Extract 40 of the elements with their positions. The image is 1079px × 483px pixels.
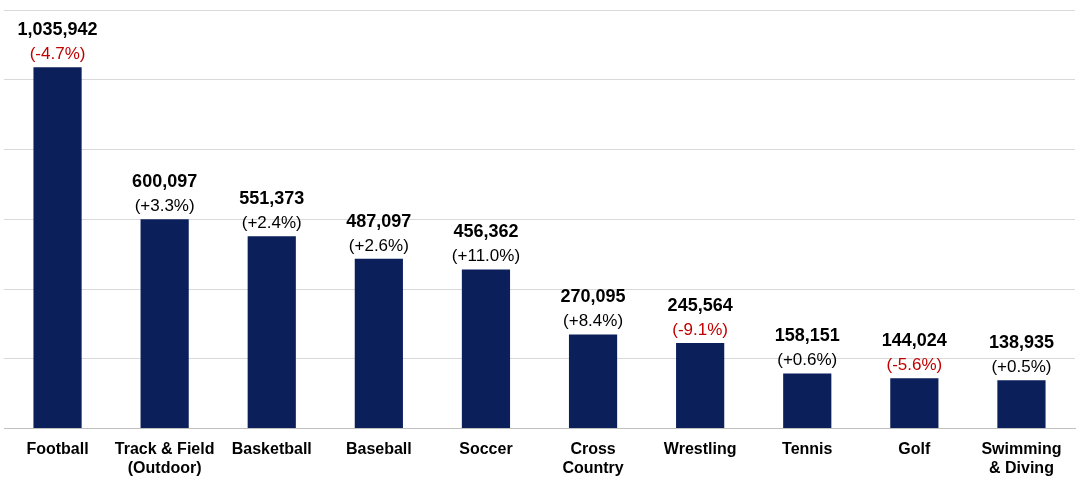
data-label: 245,564: [667, 294, 733, 315]
bar: [247, 236, 296, 429]
x-tick-label: Wrestling: [663, 439, 737, 457]
data-label: 551,373: [239, 188, 305, 209]
x-tick-label: Soccer: [459, 439, 513, 457]
data-label: 144,024: [881, 330, 947, 351]
data-label: 487,097: [346, 210, 412, 231]
annotation: (+2.6%): [348, 235, 409, 255]
x-tick-label: Football: [26, 439, 89, 457]
data-label: 138,935: [988, 332, 1054, 353]
annotation: (-4.7%): [29, 44, 86, 64]
x-tick-label: Tennis: [782, 439, 833, 457]
bar: [568, 334, 618, 429]
x-tick-label: Baseball: [345, 439, 412, 457]
bar: [997, 380, 1046, 429]
data-label: 158,151: [774, 325, 840, 346]
annotation: (-9.1%): [672, 319, 729, 339]
data-label: 600,097: [132, 171, 198, 192]
x-tick-label: Cross Country: [562, 439, 624, 476]
annotation: (+3.3%): [134, 196, 195, 216]
data-label: 270,095: [560, 286, 626, 307]
bar: [354, 258, 403, 429]
annotation: (+0.6%): [777, 350, 838, 370]
x-tick-label: Swimming & Diving: [981, 439, 1062, 476]
data-label: 1,035,942: [17, 19, 98, 40]
data-label: 456,362: [453, 221, 519, 242]
annotation: (+0.5%): [991, 357, 1052, 377]
annotation: (-5.6%): [886, 355, 943, 375]
annotation: (+8.4%): [563, 311, 624, 331]
annotation: (+11.0%): [451, 246, 521, 266]
bar: [33, 67, 82, 429]
bar: [783, 373, 832, 429]
annotation: (+2.4%): [241, 213, 302, 233]
x-tick-label: Basketball: [231, 439, 312, 457]
bar: [140, 219, 189, 429]
bar: [676, 342, 725, 429]
bar: [890, 378, 939, 429]
x-tick-label: Golf: [898, 439, 932, 457]
x-tick-label: Track & Field (Outdoor): [114, 439, 215, 476]
bar: [461, 269, 511, 429]
